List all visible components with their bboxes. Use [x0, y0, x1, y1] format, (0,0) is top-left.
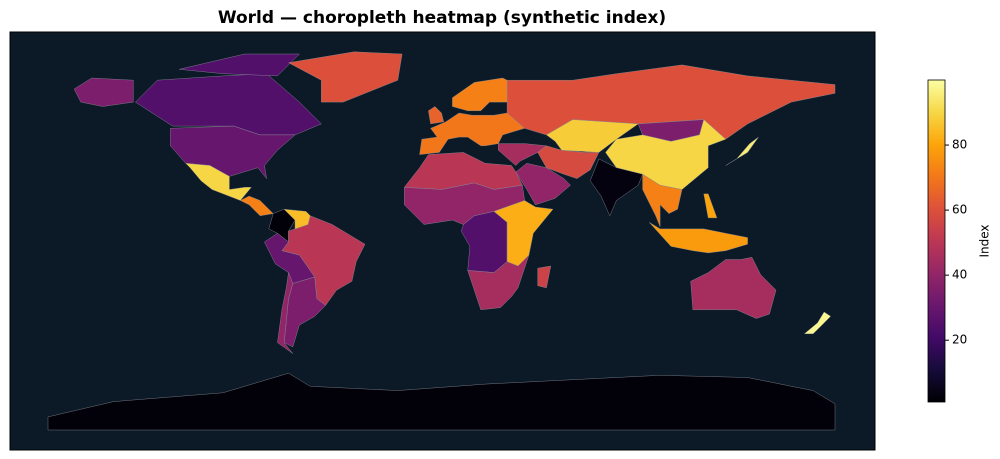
region — [47, 373, 836, 431]
region — [452, 77, 508, 111]
region — [515, 163, 571, 205]
region — [649, 222, 748, 254]
region — [277, 272, 293, 354]
region — [264, 233, 315, 284]
region — [185, 163, 252, 201]
region — [690, 257, 777, 319]
colorbar-tick-label: 80 — [952, 138, 967, 152]
region — [804, 311, 831, 334]
colorbar-tick-label: 40 — [952, 268, 967, 282]
region — [467, 254, 530, 310]
colorbar-tick-label: 60 — [952, 203, 967, 217]
map-title: World — choropleth heatmap (synthetic in… — [218, 8, 666, 28]
region — [428, 106, 444, 125]
region — [546, 119, 639, 153]
region — [135, 73, 322, 136]
region — [419, 112, 525, 155]
region — [74, 77, 134, 107]
colorbar-label: Index — [978, 224, 992, 257]
regions — [47, 51, 836, 431]
region — [537, 265, 551, 289]
colorbar-tick-label: 20 — [952, 333, 967, 347]
region — [537, 145, 600, 179]
region — [725, 136, 759, 166]
colorbar — [927, 79, 946, 403]
region — [288, 51, 403, 103]
region — [703, 193, 718, 219]
region — [179, 53, 300, 77]
region — [590, 158, 643, 216]
region — [642, 174, 683, 227]
region — [498, 143, 547, 166]
